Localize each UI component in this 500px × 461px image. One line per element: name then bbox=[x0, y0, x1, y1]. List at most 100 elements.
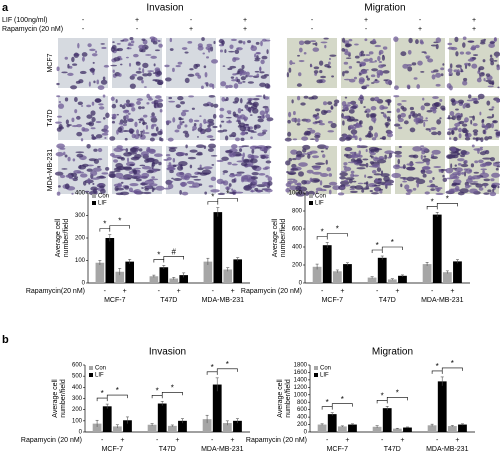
cell bbox=[315, 190, 318, 194]
cell bbox=[89, 48, 96, 52]
cell bbox=[479, 111, 482, 116]
cell bbox=[352, 174, 360, 177]
cell bbox=[227, 161, 232, 165]
cell bbox=[310, 64, 313, 67]
cell bbox=[142, 120, 145, 126]
cell bbox=[175, 104, 181, 109]
x-row-mark: + bbox=[450, 288, 454, 295]
cell bbox=[382, 54, 385, 57]
bar bbox=[167, 425, 177, 432]
y-axis-label: Average cell bbox=[52, 379, 59, 418]
significance-label: * bbox=[226, 190, 229, 199]
cell bbox=[147, 97, 153, 101]
cell bbox=[211, 163, 215, 166]
cell bbox=[232, 101, 239, 104]
cell bbox=[197, 167, 204, 171]
cell bbox=[172, 158, 176, 163]
cell bbox=[454, 122, 461, 127]
cell bbox=[118, 122, 123, 125]
cell bbox=[290, 149, 298, 155]
legend-swatch bbox=[309, 201, 313, 205]
x-row-mark: + bbox=[340, 288, 344, 295]
micrograph bbox=[341, 37, 393, 90]
cell bbox=[209, 83, 214, 88]
cell bbox=[252, 97, 260, 101]
cell bbox=[490, 157, 495, 162]
cell bbox=[356, 158, 362, 162]
cell bbox=[242, 40, 246, 45]
cell bbox=[479, 41, 486, 45]
cell bbox=[480, 168, 488, 171]
micrograph-bg bbox=[58, 38, 108, 88]
cell bbox=[261, 55, 268, 60]
cell bbox=[68, 65, 73, 69]
cell bbox=[86, 164, 94, 167]
bar bbox=[147, 424, 157, 432]
y-tick-label: 1000 bbox=[294, 392, 308, 398]
significance-bracket bbox=[331, 403, 353, 407]
cell bbox=[493, 37, 497, 42]
cell bbox=[212, 125, 218, 129]
cell bbox=[398, 126, 403, 130]
cell bbox=[189, 68, 194, 71]
cell bbox=[453, 69, 459, 73]
cell bbox=[125, 56, 129, 59]
cell bbox=[364, 174, 367, 178]
cell bbox=[113, 170, 121, 173]
cell bbox=[136, 100, 142, 105]
cell bbox=[328, 173, 333, 177]
cell bbox=[221, 96, 226, 102]
cell bbox=[457, 163, 462, 166]
cell bbox=[265, 174, 269, 178]
cell bbox=[211, 59, 219, 64]
cell bbox=[465, 51, 472, 55]
cell bbox=[91, 101, 95, 106]
cell bbox=[207, 118, 214, 123]
cell bbox=[118, 73, 122, 77]
cell bbox=[312, 165, 321, 170]
cell bbox=[364, 38, 368, 42]
cell bbox=[96, 79, 100, 85]
cell bbox=[465, 135, 470, 138]
cell bbox=[71, 56, 75, 63]
cell bbox=[147, 72, 152, 77]
cell bbox=[197, 75, 202, 79]
legend-swatch bbox=[92, 194, 96, 198]
cell bbox=[181, 191, 189, 196]
cell bbox=[455, 183, 461, 185]
cell bbox=[373, 79, 380, 84]
x-row-mark: + bbox=[455, 437, 459, 444]
cell bbox=[264, 107, 270, 113]
cell bbox=[239, 148, 243, 153]
cell bbox=[352, 180, 357, 183]
cell bbox=[152, 187, 156, 191]
x-tick-label: MDA-MB-231 bbox=[201, 446, 244, 453]
cell bbox=[254, 70, 260, 73]
cell bbox=[323, 101, 328, 106]
bar bbox=[125, 261, 135, 283]
cell bbox=[478, 159, 484, 164]
cell bbox=[126, 118, 133, 122]
cell bbox=[204, 191, 208, 195]
cell bbox=[254, 53, 257, 58]
cell bbox=[484, 150, 490, 155]
cell bbox=[310, 178, 321, 183]
cell bbox=[460, 163, 469, 168]
cell bbox=[86, 114, 93, 119]
cell bbox=[297, 171, 304, 177]
cell bbox=[133, 188, 142, 195]
cell bbox=[477, 97, 481, 100]
cell bbox=[471, 175, 482, 180]
cell bbox=[176, 171, 185, 178]
x-row-mark: - bbox=[158, 288, 161, 295]
cell bbox=[157, 39, 161, 43]
x-row-mark: + bbox=[175, 437, 179, 444]
cell bbox=[439, 117, 442, 120]
significance-label: * bbox=[171, 383, 174, 392]
cell bbox=[154, 153, 163, 158]
cell bbox=[295, 185, 302, 191]
cell bbox=[116, 47, 124, 52]
cell bbox=[396, 108, 401, 113]
cell bbox=[93, 188, 97, 194]
cell bbox=[406, 166, 416, 171]
